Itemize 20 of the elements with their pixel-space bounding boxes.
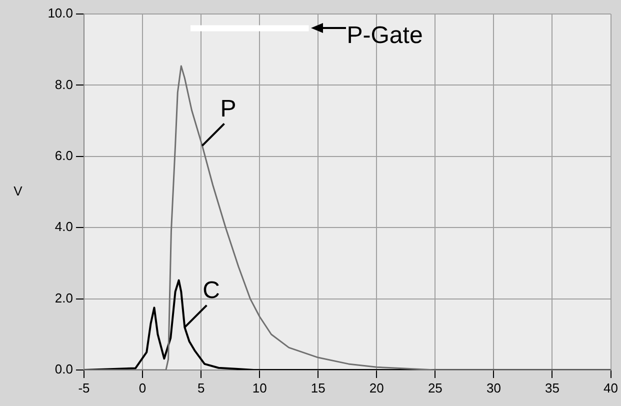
x-tick-label: 20 <box>369 380 384 396</box>
y-tick-label: 2.0 <box>54 290 73 306</box>
x-tick-label: 30 <box>486 380 501 396</box>
annotation: C <box>202 276 220 304</box>
x-tick-label: -5 <box>78 380 90 396</box>
x-tick-label: 35 <box>545 380 560 396</box>
x-tick-label: 5 <box>197 380 205 396</box>
annotation: P <box>220 95 236 122</box>
annotation: P-Gate <box>346 22 423 49</box>
x-tick-label: 15 <box>310 380 326 396</box>
x-tick-label: 25 <box>428 380 442 396</box>
x-tick-label: 0 <box>138 380 146 396</box>
y-tick-label: 4.0 <box>54 219 73 234</box>
x-tick-label: 10 <box>252 380 267 396</box>
x-tick-label: 40 <box>604 380 618 396</box>
y-tick-label: 0.0 <box>54 362 73 377</box>
y-axis-title: V <box>14 184 23 199</box>
y-tick-label: 6.0 <box>54 148 73 163</box>
y-tick-label: 8.0 <box>54 76 73 92</box>
y-tick-label: 10.0 <box>48 6 73 21</box>
